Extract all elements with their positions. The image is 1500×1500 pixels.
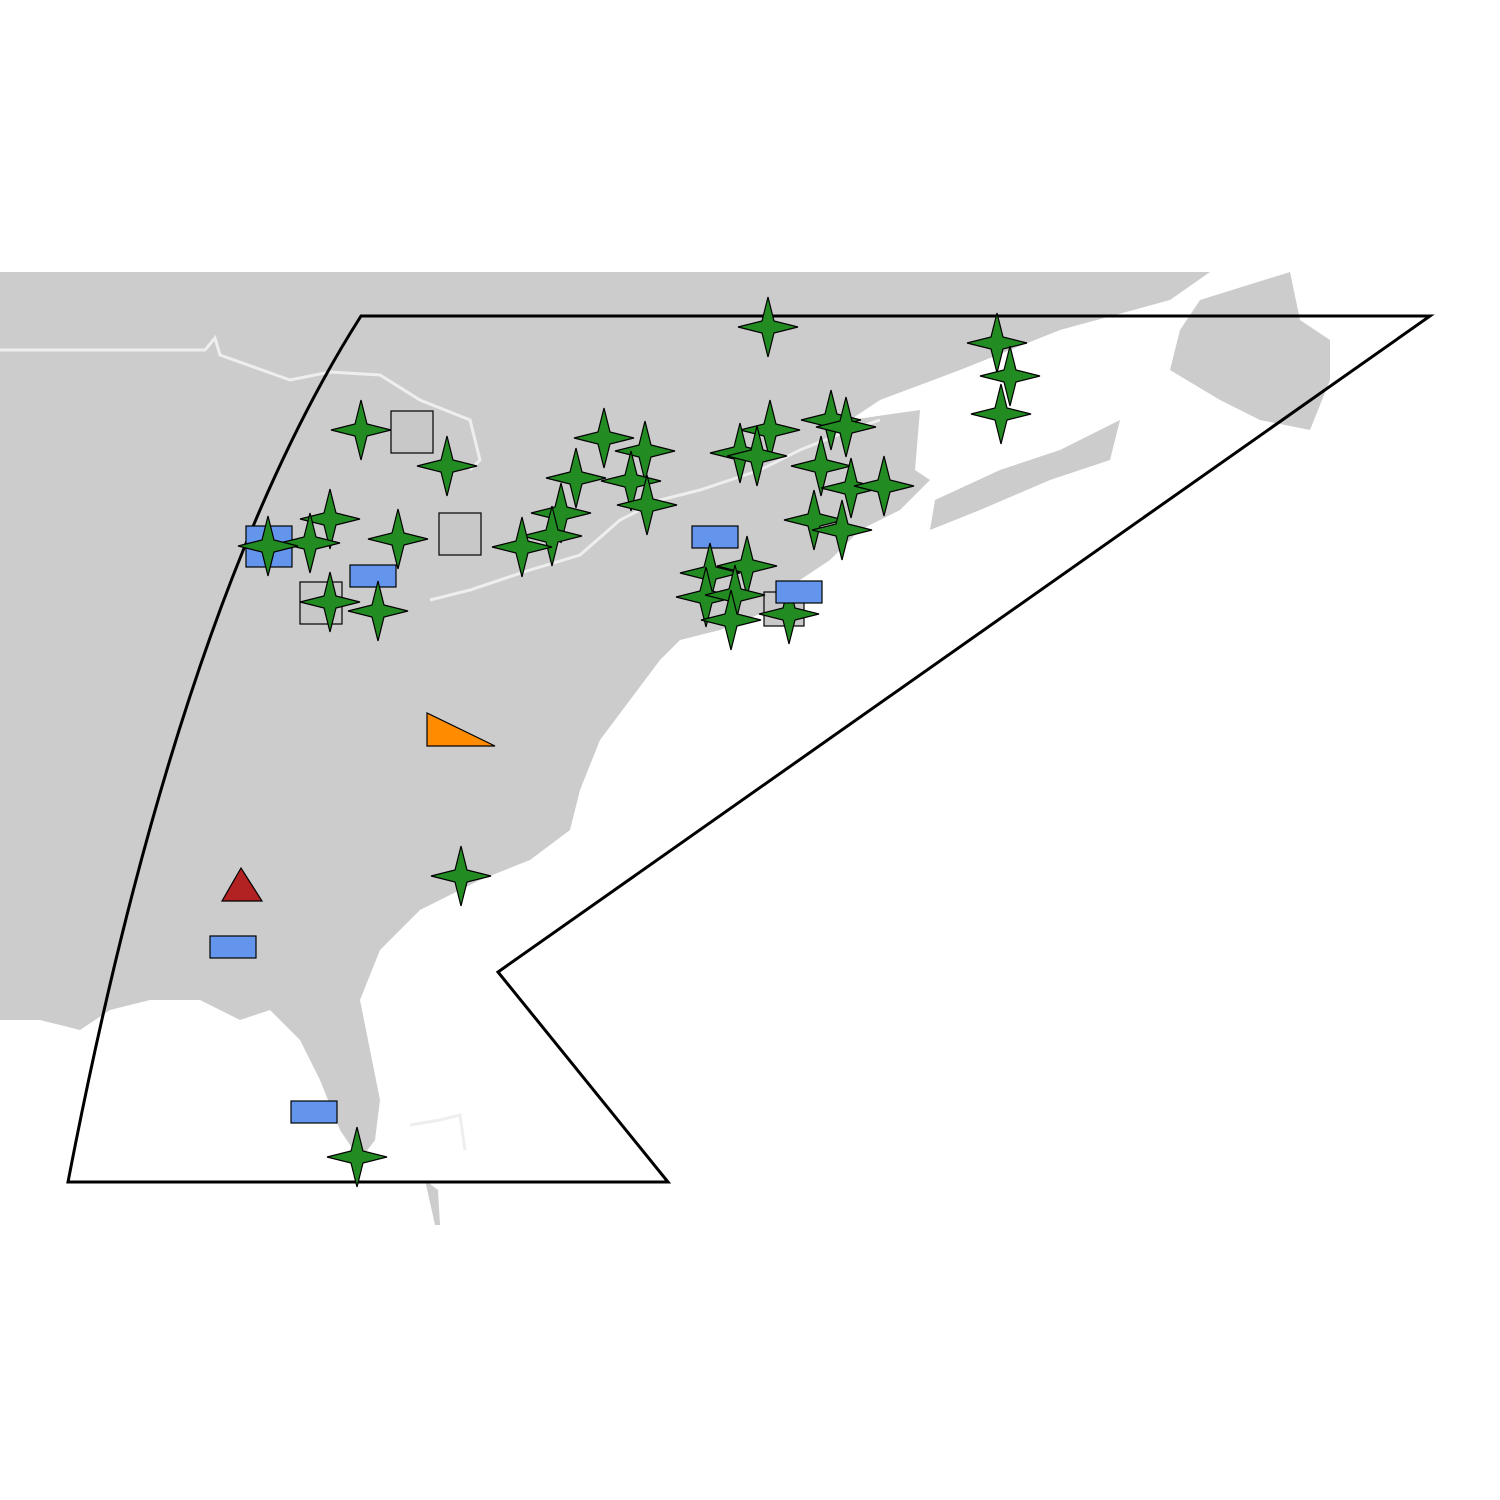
- borders: [0, 334, 881, 1151]
- star-marker: [970, 383, 1032, 445]
- star-marker: [326, 1126, 388, 1188]
- rect-marker: [290, 1100, 338, 1124]
- newfoundland: [1170, 272, 1330, 430]
- orange-triangle-marker: [426, 712, 496, 747]
- rect-marker: [209, 935, 257, 959]
- rect-marker: [691, 525, 739, 549]
- square-marker: [390, 410, 434, 454]
- square-marker: [438, 512, 482, 556]
- red-triangle-marker: [220, 866, 264, 902]
- nova-scotia: [930, 420, 1120, 530]
- mainland: [0, 272, 1210, 1160]
- rect-marker: [349, 564, 397, 588]
- island: [425, 1180, 440, 1225]
- border: [429, 418, 881, 602]
- land: [0, 272, 1330, 1225]
- border: [409, 1113, 467, 1151]
- border: [0, 334, 482, 472]
- squares: [299, 410, 805, 627]
- rect-marker: [775, 580, 823, 604]
- region-outline: [66, 314, 1435, 1184]
